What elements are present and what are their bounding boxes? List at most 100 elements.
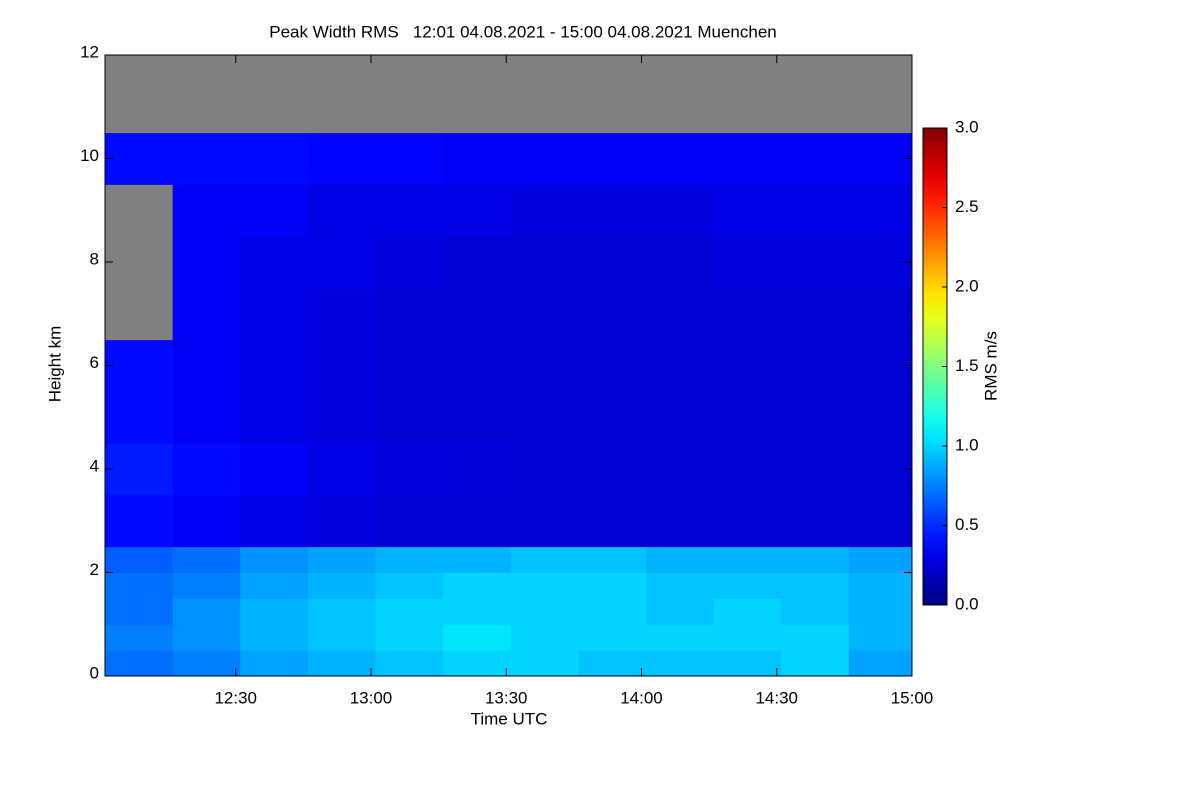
- heatmap-cell: [172, 598, 241, 625]
- heatmap-cell: [510, 546, 579, 573]
- y-tick-label: 6: [90, 353, 99, 372]
- heatmap-cell: [510, 572, 579, 599]
- heatmap-cell: [375, 339, 444, 392]
- no-data-cell: [240, 55, 309, 134]
- colorbar-tick-label: 0.0: [955, 594, 979, 613]
- heatmap-cell: [307, 546, 377, 573]
- heatmap-cell: [848, 546, 913, 573]
- heatmap-cell: [307, 132, 377, 185]
- heatmap-cell: [713, 494, 782, 548]
- heatmap-cell: [781, 132, 850, 185]
- heatmap-cell: [240, 184, 309, 237]
- no-data-cell: [375, 55, 444, 134]
- heatmap-cell: [510, 494, 579, 548]
- no-data-cell: [443, 55, 512, 134]
- heatmap-cell: [240, 650, 309, 677]
- heatmap-cell: [307, 494, 377, 548]
- heatmap-cell: [578, 184, 647, 237]
- heatmap-cell: [781, 287, 850, 341]
- heatmap-cell: [240, 339, 309, 392]
- heatmap-cell: [375, 572, 444, 599]
- heatmap-cell: [781, 624, 850, 651]
- heatmap-cell: [443, 650, 512, 677]
- heatmap-cell: [443, 287, 512, 341]
- heatmap-cell: [172, 287, 241, 341]
- heatmap-cell: [578, 624, 647, 651]
- heatmap-cell: [307, 287, 377, 341]
- heatmap-cell: [578, 236, 647, 289]
- heatmap-cell: [240, 598, 309, 625]
- heatmap-cell: [646, 443, 715, 496]
- heatmap-cell: [240, 236, 309, 289]
- heatmap-cell: [646, 650, 715, 677]
- heatmap-cell: [443, 184, 512, 237]
- heatmap-cell: [510, 132, 579, 185]
- heatmap-cell: [105, 339, 174, 392]
- heatmap-cell: [646, 572, 715, 599]
- no-data-cell: [105, 184, 174, 237]
- no-data-cell: [510, 55, 579, 134]
- heatmap-cell: [713, 624, 782, 651]
- heatmap-cell: [443, 132, 512, 185]
- heatmap-cell: [781, 546, 850, 573]
- heatmap-cell: [578, 546, 647, 573]
- heatmap-cell: [510, 287, 579, 341]
- no-data-cell: [578, 55, 647, 134]
- heatmap-cell: [240, 572, 309, 599]
- heatmap-cell: [172, 339, 241, 392]
- heatmap-cell: [578, 391, 647, 444]
- heatmap-cell: [307, 624, 377, 651]
- heatmap-cell: [240, 132, 309, 185]
- heatmap-cell: [713, 650, 782, 677]
- colorbar-tick-label: 3.0: [955, 117, 979, 136]
- heatmap-cell: [443, 236, 512, 289]
- heatmap-cell: [375, 287, 444, 341]
- heatmap-cell: [848, 287, 913, 341]
- heatmap-cell: [646, 546, 715, 573]
- heatmap-cell: [172, 572, 241, 599]
- heatmap-cell: [713, 391, 782, 444]
- heatmap-cell: [510, 650, 579, 677]
- heatmap-cell: [781, 572, 850, 599]
- heatmap-cell: [307, 572, 377, 599]
- heatmap-cell: [172, 494, 241, 548]
- no-data-cell: [848, 55, 913, 134]
- heatmap-cell: [375, 650, 444, 677]
- heatmap-cell: [105, 132, 174, 185]
- heatmap-cell: [510, 236, 579, 289]
- no-data-cell: [105, 55, 174, 134]
- heatmap-cell: [510, 624, 579, 651]
- heatmap-cell: [848, 650, 913, 677]
- heatmap-cell: [646, 132, 715, 185]
- heatmap-cell: [848, 184, 913, 237]
- heatmap-cell: [105, 546, 174, 573]
- no-data-cell: [105, 236, 174, 289]
- heatmap-cell: [510, 391, 579, 444]
- heatmap-cell: [375, 598, 444, 625]
- heatmap-cell: [646, 339, 715, 392]
- heatmap-cell: [510, 339, 579, 392]
- heatmap: [105, 55, 913, 677]
- heatmap-cell: [105, 494, 174, 548]
- x-tick-label: 13:30: [485, 688, 528, 707]
- heatmap-cell: [172, 546, 241, 573]
- x-tick-label: 14:30: [755, 688, 798, 707]
- heatmap-cell: [307, 339, 377, 392]
- heatmap-cell: [105, 598, 174, 625]
- heatmap-cell: [240, 443, 309, 496]
- heatmap-cell: [105, 624, 174, 651]
- colorbar-tick-label: 0.5: [955, 515, 979, 534]
- heatmap-cell: [578, 132, 647, 185]
- heatmap-cell: [646, 624, 715, 651]
- heatmap-cell: [646, 236, 715, 289]
- no-data-cell: [172, 55, 241, 134]
- y-tick-label: 0: [90, 663, 99, 682]
- y-tick-label: 2: [90, 560, 99, 579]
- heatmap-cell: [713, 598, 782, 625]
- heatmap-cell: [375, 546, 444, 573]
- heatmap-cell: [240, 494, 309, 548]
- heatmap-cell: [781, 236, 850, 289]
- heatmap-cell: [781, 339, 850, 392]
- no-data-cell: [781, 55, 850, 134]
